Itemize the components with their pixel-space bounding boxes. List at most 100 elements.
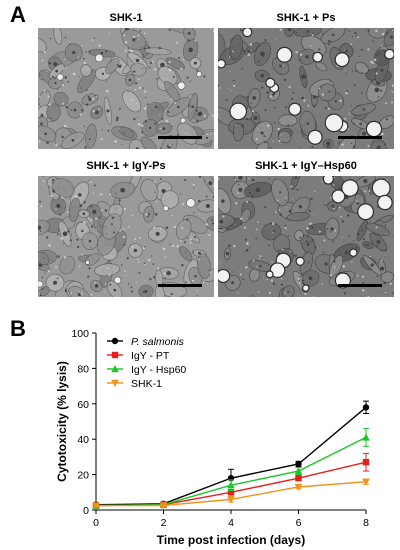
debris-dot [165,226,169,230]
cell-nucleus [160,62,165,68]
cell-nucleus [306,122,310,125]
data-point [294,467,303,475]
debris-dot [90,247,92,249]
debris-dot [163,198,165,201]
debris-dot [234,178,237,181]
cell-shape [59,255,76,275]
bright-cell [196,71,203,78]
debris-dot [192,251,195,254]
debris-dot [242,278,244,280]
debris-dot [350,142,353,145]
debris-dot [43,89,46,92]
debris-dot [134,88,137,91]
cell-shape [80,64,92,77]
debris-dot [294,121,296,123]
debris-dot [179,60,181,63]
cell-shape [294,230,304,241]
debris-dot [97,108,100,110]
debris-dot [277,127,280,131]
debris-dot [285,196,287,199]
debris-dot [171,125,173,128]
debris-dot [41,59,44,62]
debris-dot [119,128,121,130]
cell-shape [315,61,328,72]
cell-nucleus [193,61,197,65]
bright-cell [186,198,196,208]
cell-nucleus [120,187,125,193]
rounded-infected-cell [324,113,344,133]
debris-dot [168,122,170,124]
debris-dot [364,190,366,193]
debris-dot [181,227,184,230]
debris-dot [79,204,83,207]
cell-nucleus [330,227,334,231]
debris-dot [261,257,263,259]
debris-dot [76,245,80,249]
cell-nucleus [344,250,349,255]
debris-dot [60,237,64,240]
debris-dot [349,113,351,115]
debris-dot [375,226,378,229]
cell-nucleus [370,263,374,267]
debris-dot [181,263,184,267]
debris-dot [218,84,220,87]
rounded-infected-cell [288,102,302,116]
debris-dot [251,195,254,198]
debris-dot [185,123,187,125]
debris-dot [367,144,370,147]
debris-dot [361,275,364,278]
bright-cell [180,117,186,124]
debris-dot [365,244,367,246]
debris-dot [142,87,144,89]
debris-dot [179,193,182,195]
debris-dot [262,134,264,136]
rounded-infected-cell [384,48,394,60]
cell-nucleus [252,96,257,100]
debris-dot [237,192,239,194]
debris-dot [64,36,67,39]
debris-dot [211,219,213,221]
debris-dot [260,131,263,134]
scale-bar [158,136,202,139]
cell-nucleus [231,281,235,285]
debris-dot [206,133,209,135]
debris-dot [70,234,72,236]
debris-dot [94,270,95,272]
debris-dot [237,292,239,294]
debris-dot [235,202,238,205]
debris-dot [126,274,128,276]
debris-dot [83,61,87,65]
cell-nucleus [376,145,381,149]
debris-dot [341,143,344,146]
debris-dot [277,249,280,251]
rounded-infected-cell [307,129,323,145]
debris-dot [235,124,237,127]
rounded-infected-cell [242,28,253,38]
debris-dot [321,181,323,183]
debris-dot [372,40,374,43]
debris-dot [138,39,140,41]
debris-dot [302,69,303,71]
debris-dot [199,147,201,149]
debris-dot [377,291,379,293]
debris-dot [228,244,231,247]
debris-dot [128,283,130,285]
debris-dot [272,282,276,286]
debris-dot [367,29,370,32]
debris-dot [79,265,81,267]
data-point [227,481,235,489]
debris-dot [240,53,242,55]
debris-dot [314,190,316,192]
debris-dot [198,176,202,178]
cell-shape [233,122,244,142]
bright-cell [85,260,90,265]
debris-dot [49,37,52,40]
debris-dot [299,53,303,56]
debris-dot [348,30,351,32]
debris-dot [285,106,288,109]
debris-dot [182,59,185,61]
debris-dot [385,118,389,121]
debris-dot [59,213,62,216]
debris-dot [299,146,301,148]
cell-shape [76,69,96,94]
